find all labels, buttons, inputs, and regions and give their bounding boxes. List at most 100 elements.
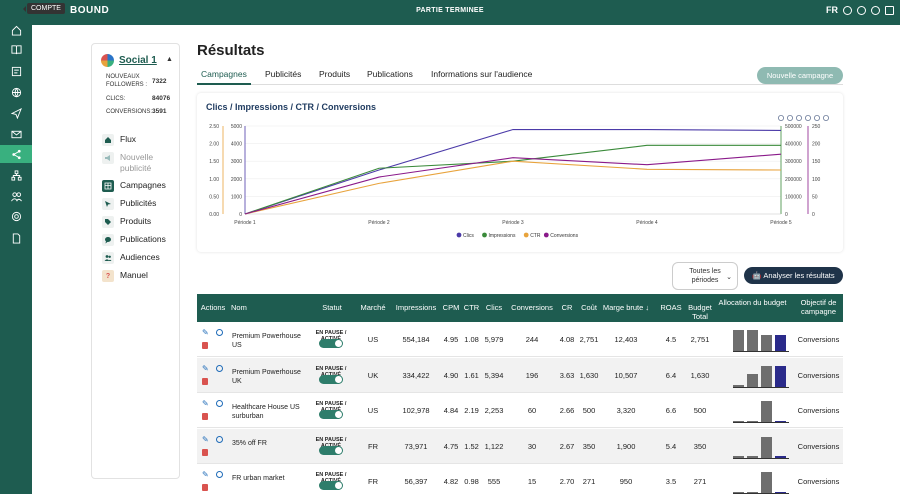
column-header[interactable]: Impressions [395,303,437,312]
allocation-bar [747,491,758,493]
menu-item-manuel[interactable]: ? Manuel [102,270,178,282]
menu-item-produits[interactable]: Produits [102,216,178,228]
cell-roas: 6.6 [665,406,677,415]
menu-item-nouvelle-publicite[interactable]: Nouvelle publicité [102,152,178,174]
language-selector[interactable]: FR [826,5,838,15]
column-header[interactable]: CR [561,303,573,312]
view-icon[interactable] [216,471,223,478]
column-header[interactable]: CTR [463,303,480,312]
view-icon[interactable] [216,364,223,372]
group-icon[interactable] [0,187,32,205]
cell-margin: 950 [619,477,633,486]
column-header[interactable]: Coût [581,303,597,312]
period-line: périodes [691,277,719,284]
ctr-tick-label: 2.00 [209,142,219,148]
mail-icon[interactable] [0,125,32,143]
brand-logo: BOUND [70,5,110,16]
chevron-up-icon[interactable]: ▲ [166,56,173,63]
cell-budget: 2,751 [690,335,710,344]
tab-publicites[interactable]: Publicités [265,69,302,79]
allocation-bar [747,373,758,387]
edit-icon[interactable]: ✎ [202,434,209,444]
view-icon[interactable] [216,329,223,336]
trash-icon[interactable] [202,342,208,349]
document-icon[interactable] [0,229,32,247]
menu-item-campagnes[interactable]: Campagnes [102,180,178,192]
menu-label: Publications [120,234,166,244]
network-icon[interactable] [0,166,32,184]
column-header[interactable]: Marge brute ↓ [602,303,650,312]
edit-icon[interactable]: ✎ [202,363,209,373]
share-icon[interactable] [0,145,32,163]
cell-objective: Conversions [797,335,840,344]
magnify-icon [796,114,803,121]
allocation-bar [761,335,772,351]
status-toggle[interactable] [319,481,343,490]
tab-publications[interactable]: Publications [367,69,413,79]
menu-label: Audiences [120,252,160,262]
send-icon[interactable] [0,104,32,122]
cell-roas: 6.4 [665,370,677,380]
table-icon [102,180,114,192]
column-header[interactable]: Objectif de campagne [800,298,837,316]
status-toggle[interactable] [319,374,343,384]
tab-produits[interactable]: Produits [319,69,351,79]
column-header[interactable]: Budget Total [688,303,712,321]
x-tick-label: Période 3 [502,220,524,226]
column-header[interactable]: Actions [200,303,226,312]
trash-icon[interactable] [202,413,208,420]
legend-marker [523,232,529,238]
impressions-tick-label: 300000 [785,159,802,165]
column-header[interactable]: Nom [231,303,247,312]
status-toggle[interactable] [319,339,343,348]
cell-cpm: 4.75 [443,441,459,451]
menu-item-audiences[interactable]: Audiences [102,252,178,264]
chat-icon [102,234,114,246]
account-name[interactable]: Social 1 [119,55,157,66]
column-header[interactable]: Statut [322,303,342,312]
column-header[interactable]: Conversions [511,303,553,312]
tab-audience[interactable]: Informations sur l'audience [431,69,533,79]
legend-marker [482,232,487,238]
trash-icon[interactable] [202,448,208,456]
column-header[interactable]: Marché [360,303,386,312]
column-header[interactable]: CPM [442,303,460,312]
list-icon[interactable] [0,62,32,80]
home-icon [102,134,114,146]
column-header[interactable]: Allocation du budget [718,298,787,307]
edit-icon[interactable]: ✎ [202,328,209,337]
impressions-tick-label: 200000 [785,177,802,183]
tab-campagnes[interactable]: Campagnes [197,69,251,85]
status-toggle[interactable] [319,410,343,419]
edit-icon[interactable]: ✎ [202,399,209,408]
account-header[interactable]: Social 1 [101,54,157,67]
new-campaign-button[interactable]: Nouvelle campagne [757,67,843,84]
x-tick-label: Période 2 [368,220,390,226]
menu-item-flux[interactable]: Flux [102,134,178,146]
view-icon[interactable] [216,435,223,443]
edit-icon[interactable]: ✎ [202,470,209,479]
campaign-name: Premium Powerhouse UK [232,368,301,385]
menu-item-publications[interactable]: Publications [102,234,178,246]
budget-allocation-chart [733,362,789,388]
period-select[interactable]: Toutes les périodes ⌄ [672,262,738,290]
cell-objective: Conversions [797,477,840,486]
column-header[interactable]: Clics [485,303,503,312]
trash-icon[interactable] [202,377,208,385]
chat-icon[interactable] [843,5,852,15]
cell-market: US [367,406,379,415]
target-icon[interactable] [0,207,32,225]
book-icon[interactable] [0,40,32,58]
column-header[interactable]: ROAS [660,303,682,312]
analyse-results-button[interactable]: 🤖 Analyser les résultats [744,267,843,284]
menu-item-publicites[interactable]: Publicités [102,198,178,210]
status-toggle[interactable] [319,445,343,455]
gear-icon[interactable] [871,5,880,15]
home-icon[interactable] [0,21,32,39]
legend-marker [456,232,462,238]
bulb-icon[interactable] [857,5,866,15]
trash-icon[interactable] [202,484,208,491]
view-icon[interactable] [216,400,223,407]
globe-icon[interactable] [0,83,32,101]
logout-icon[interactable] [885,5,894,15]
